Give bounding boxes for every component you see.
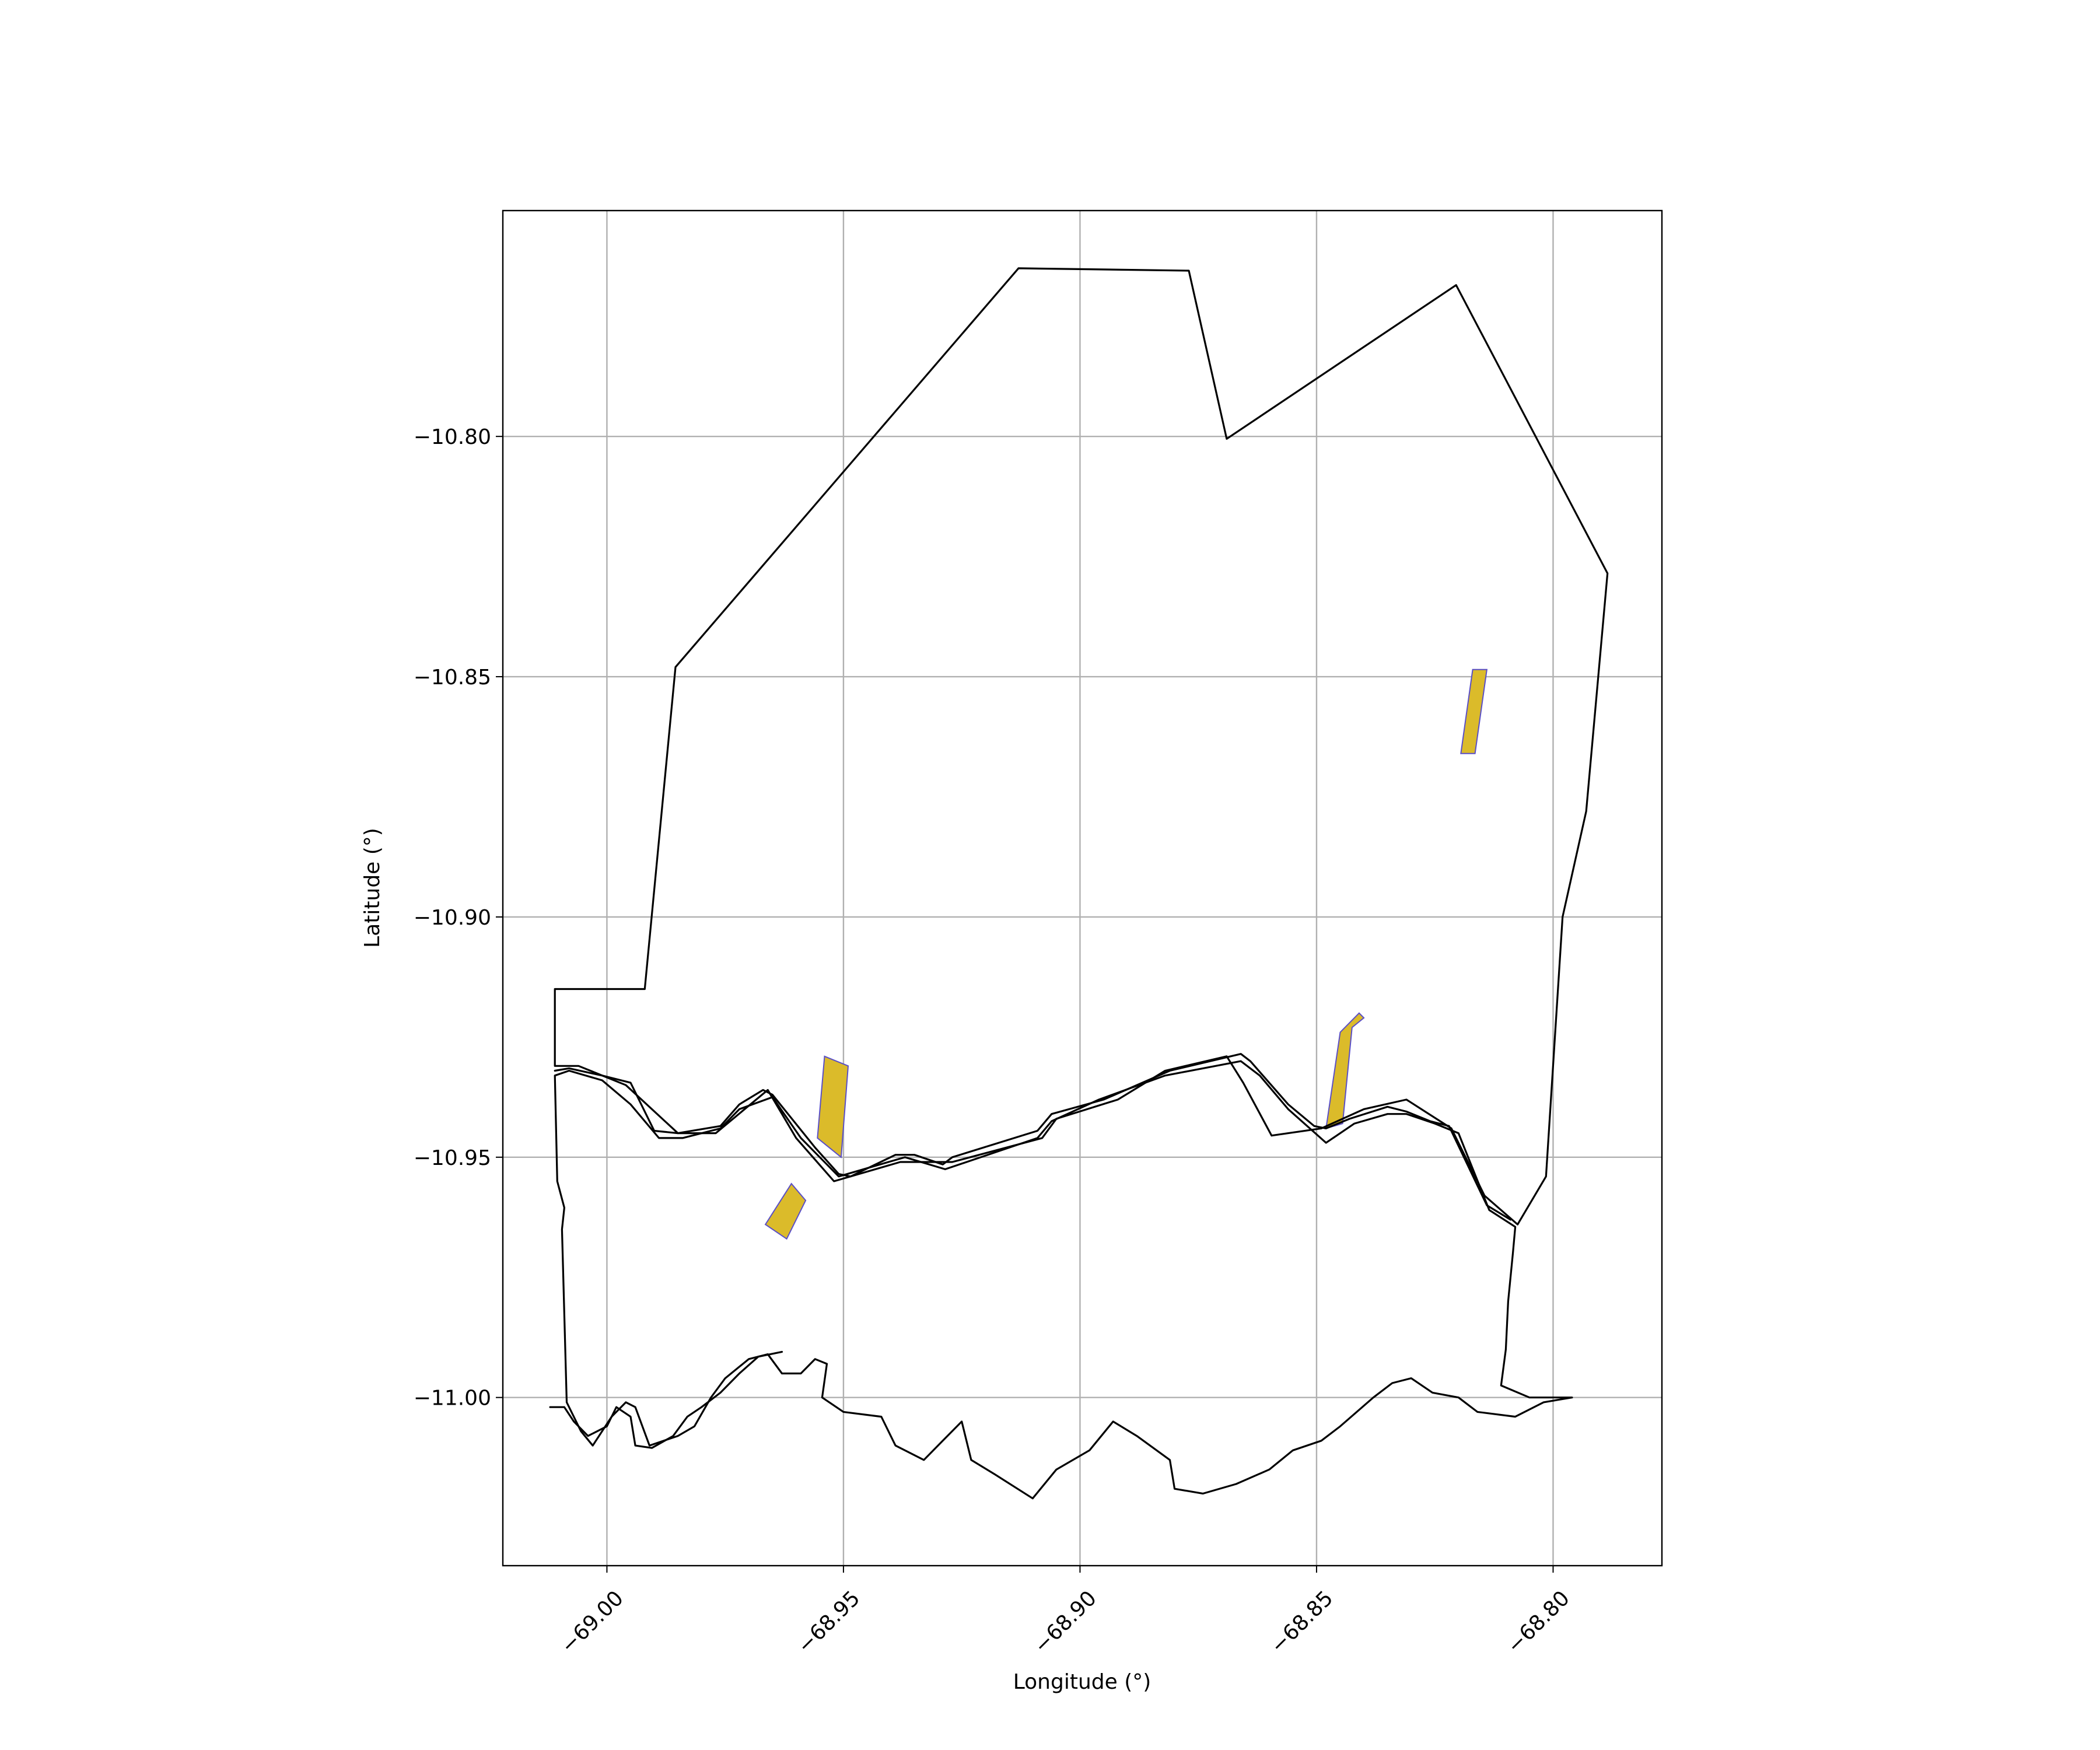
grid-layer — [503, 211, 1662, 1566]
river-north-bank — [554, 1053, 1512, 1221]
y-tick-label-0: −10.80 — [414, 425, 491, 449]
patch-river-west — [817, 1055, 849, 1158]
patch-river-east — [1325, 1012, 1365, 1129]
plot-frame — [502, 209, 1663, 1567]
southern-river-a — [549, 1350, 783, 1449]
patch-northeast — [1460, 668, 1488, 754]
x-axis-title: Longitude (°) — [1013, 1670, 1152, 1694]
patch-south-west — [764, 1182, 807, 1240]
data-layer — [549, 267, 1609, 1500]
y-tick-label-1: −10.85 — [414, 666, 491, 690]
y-tick-label-3: −10.95 — [414, 1146, 491, 1170]
y-axis-title: Latitude (°) — [360, 828, 384, 948]
y-tick-label-4: −11.00 — [414, 1387, 491, 1410]
y-tick-label-2: −10.90 — [414, 906, 491, 930]
lower-outline — [554, 1060, 1573, 1500]
region-outline — [554, 267, 1609, 1226]
